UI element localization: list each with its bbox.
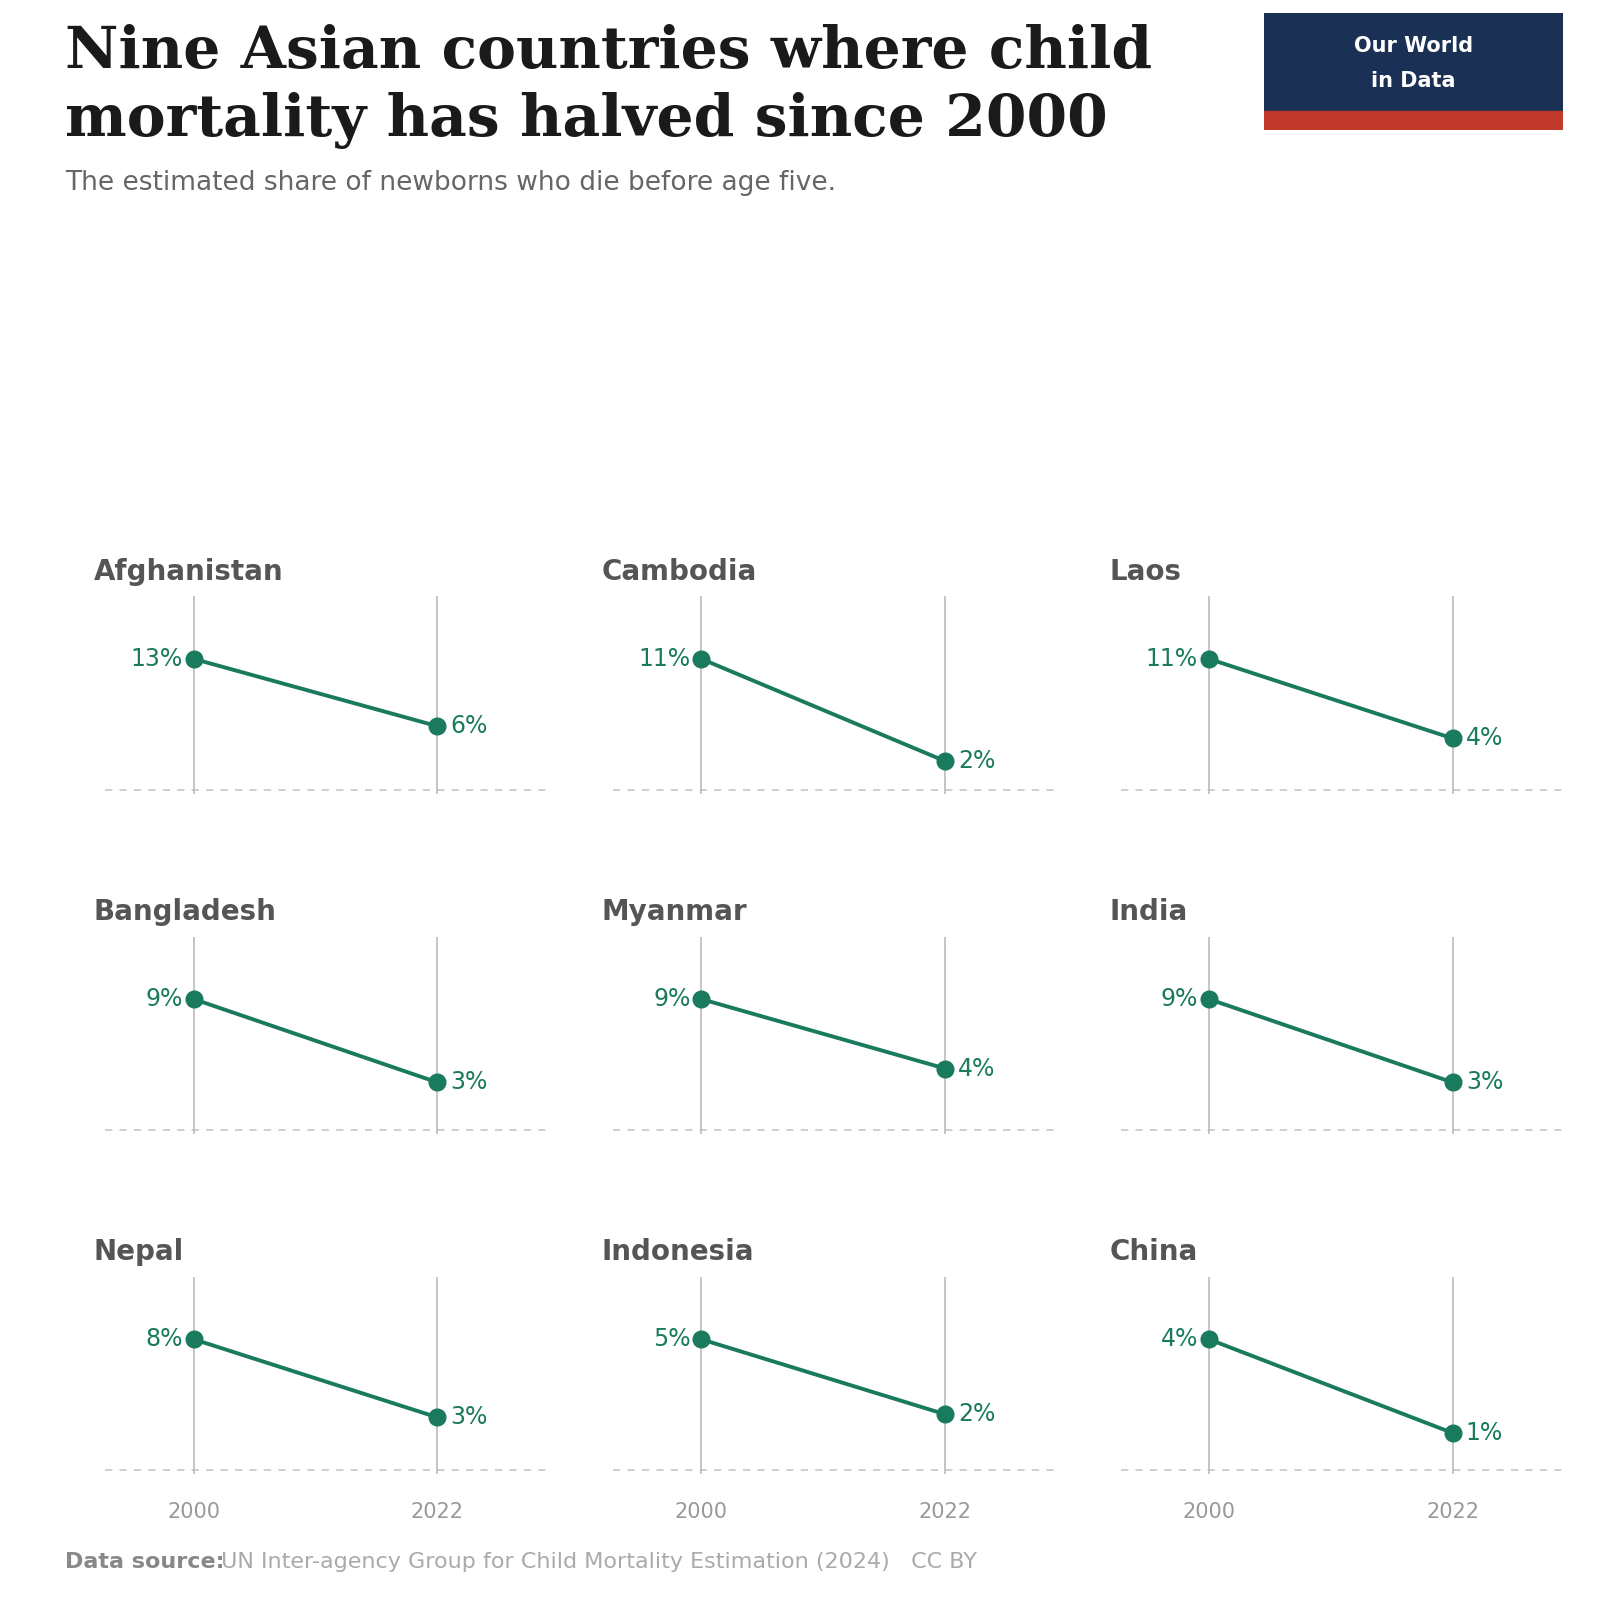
Text: Laos: Laos <box>1110 557 1181 586</box>
Text: Afghanistan: Afghanistan <box>94 557 284 586</box>
Text: Cambodia: Cambodia <box>601 557 757 586</box>
Text: Our World: Our World <box>1354 36 1473 55</box>
Text: China: China <box>1110 1238 1197 1267</box>
Text: 9%: 9% <box>1160 987 1197 1011</box>
Text: 9%: 9% <box>146 987 183 1011</box>
Text: The estimated share of newborns who die before age five.: The estimated share of newborns who die … <box>65 170 836 196</box>
Text: mortality has halved since 2000: mortality has halved since 2000 <box>65 92 1108 149</box>
Text: 2000: 2000 <box>1183 1502 1236 1521</box>
Text: 13%: 13% <box>131 646 183 671</box>
Text: 2%: 2% <box>959 1403 996 1426</box>
Text: Nine Asian countries where child: Nine Asian countries where child <box>65 24 1152 81</box>
Text: 4%: 4% <box>1160 1327 1197 1351</box>
Text: 11%: 11% <box>1145 646 1197 671</box>
Text: 4%: 4% <box>959 1056 996 1081</box>
Text: 3%: 3% <box>450 1406 488 1429</box>
Text: in Data: in Data <box>1371 71 1456 91</box>
Text: 4%: 4% <box>1466 726 1503 750</box>
Text: Data source:: Data source: <box>65 1552 224 1571</box>
Text: India: India <box>1110 897 1187 927</box>
Text: 9%: 9% <box>653 987 690 1011</box>
Text: 6%: 6% <box>450 714 488 739</box>
Text: 1%: 1% <box>1466 1421 1503 1445</box>
Text: Nepal: Nepal <box>94 1238 185 1267</box>
Text: 8%: 8% <box>146 1327 183 1351</box>
Text: 2022: 2022 <box>411 1502 463 1521</box>
Text: Bangladesh: Bangladesh <box>94 897 277 927</box>
Text: 2000: 2000 <box>167 1502 220 1521</box>
Text: UN Inter-agency Group for Child Mortality Estimation (2024)   CC BY: UN Inter-agency Group for Child Mortalit… <box>214 1552 977 1571</box>
Text: 11%: 11% <box>638 646 690 671</box>
Text: 5%: 5% <box>653 1327 690 1351</box>
Text: 2022: 2022 <box>919 1502 972 1521</box>
Text: 2022: 2022 <box>1426 1502 1479 1521</box>
Text: 3%: 3% <box>450 1071 488 1095</box>
Text: Myanmar: Myanmar <box>601 897 747 927</box>
Bar <box>1264 110 1563 130</box>
Text: 2%: 2% <box>959 748 996 773</box>
Text: 2000: 2000 <box>676 1502 727 1521</box>
Text: 3%: 3% <box>1466 1071 1503 1095</box>
Text: Indonesia: Indonesia <box>601 1238 753 1267</box>
